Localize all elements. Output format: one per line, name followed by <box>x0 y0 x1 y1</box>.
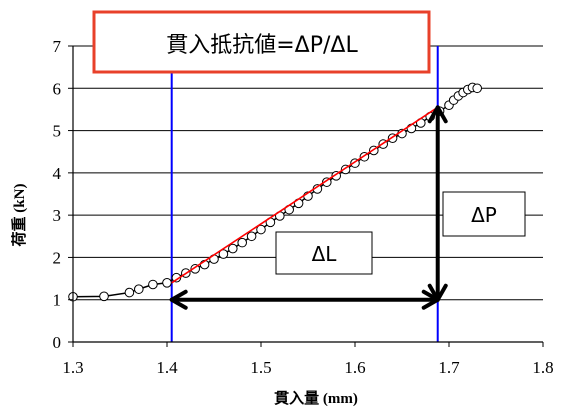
y-tick-label-1: 1 <box>53 291 62 310</box>
y-axis-label: 荷重 (kN) <box>10 184 28 247</box>
delta-p-box <box>442 191 526 237</box>
axes <box>68 45 544 347</box>
data-point-5 <box>148 279 158 290</box>
arrow-head-end-1 <box>427 105 448 124</box>
data-point-12 <box>218 249 229 259</box>
delta-l-label: ΔL <box>312 242 338 266</box>
y-tick-label-0: 0 <box>53 333 62 352</box>
arrow-head-start-1 <box>427 283 448 302</box>
data-point-14 <box>237 237 247 248</box>
fit-line-segment <box>171 106 439 284</box>
y-tick-label-2: 2 <box>53 248 62 267</box>
delta-p-label: ΔP <box>471 203 497 227</box>
data-point-15 <box>246 231 257 242</box>
delta-l-box <box>275 231 373 275</box>
chart-title: 貫入抵抗値=ΔP/ΔL <box>166 33 358 58</box>
y-tick-label-6: 6 <box>53 79 62 98</box>
x-tick-label-0: 1.3 <box>62 358 83 377</box>
data-point-42 <box>472 83 483 94</box>
y-tick-label-3: 3 <box>53 206 62 225</box>
y-tick-label-5: 5 <box>53 122 62 141</box>
series-markers <box>68 82 483 302</box>
data-point-6 <box>162 278 172 288</box>
x-tick-label-5: 1.8 <box>532 358 553 377</box>
y-tick-label-7: 7 <box>53 37 62 56</box>
x-tick-label-3: 1.6 <box>344 358 365 377</box>
x-tick-label-1: 1.4 <box>156 358 178 377</box>
x-tick-label-2: 1.5 <box>250 358 271 377</box>
data-point-16 <box>256 224 266 235</box>
title-box <box>92 10 431 74</box>
data-point-3 <box>124 287 135 298</box>
tick-labels: 0 1 2 3 4 5 6 7 1.3 1.4 1.5 1.6 1.7 1.8 <box>53 37 554 377</box>
x-axis-label: 貫入量 (mm) <box>274 389 358 407</box>
arrows <box>169 105 448 310</box>
data-series-line <box>72 86 478 298</box>
fit-line <box>171 106 439 284</box>
data-point-4 <box>134 284 144 294</box>
series-line <box>72 86 478 298</box>
arrow-head-start-0 <box>169 289 188 310</box>
x-tick-label-4: 1.7 <box>438 358 460 377</box>
data-point-13 <box>228 243 238 254</box>
data-point-2 <box>99 291 109 302</box>
y-tick-label-4: 4 <box>53 164 62 183</box>
